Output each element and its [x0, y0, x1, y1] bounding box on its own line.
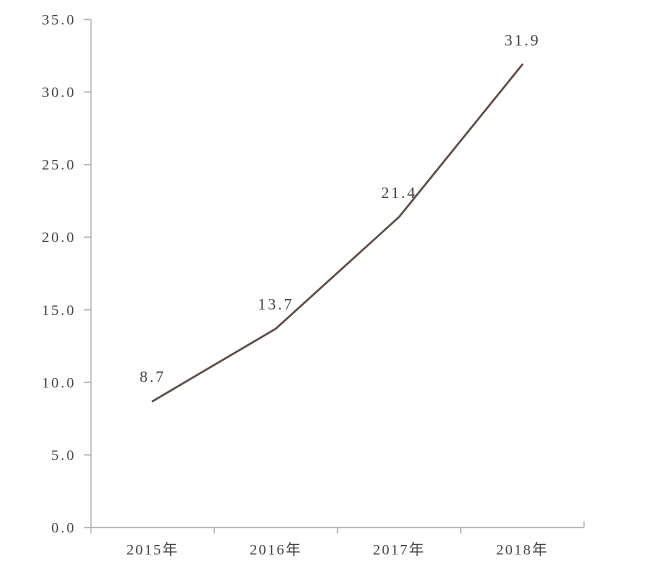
- data-label: 31.9: [504, 32, 540, 49]
- y-tick-label: 15.0: [42, 303, 76, 319]
- data-label: 21.4: [381, 185, 417, 202]
- y-tick-label: 30.0: [42, 85, 76, 101]
- y-tick-label: 20.0: [42, 230, 76, 246]
- data-label: 8.7: [140, 369, 166, 386]
- x-tick-label: 2017年: [373, 542, 426, 559]
- x-tick-label: 2016年: [250, 542, 303, 559]
- y-tick-label: 0.0: [51, 521, 76, 537]
- y-tick-label: 10.0: [42, 375, 76, 391]
- x-tick-label: 2015年: [126, 542, 179, 559]
- data-line: [151, 63, 524, 403]
- x-tick-label: 2018年: [496, 542, 549, 559]
- y-tick-label: 35.0: [42, 13, 76, 29]
- y-tick-label: 5.0: [51, 448, 76, 464]
- y-tick-label: 25.0: [42, 158, 76, 174]
- data-label: 13.7: [258, 297, 294, 314]
